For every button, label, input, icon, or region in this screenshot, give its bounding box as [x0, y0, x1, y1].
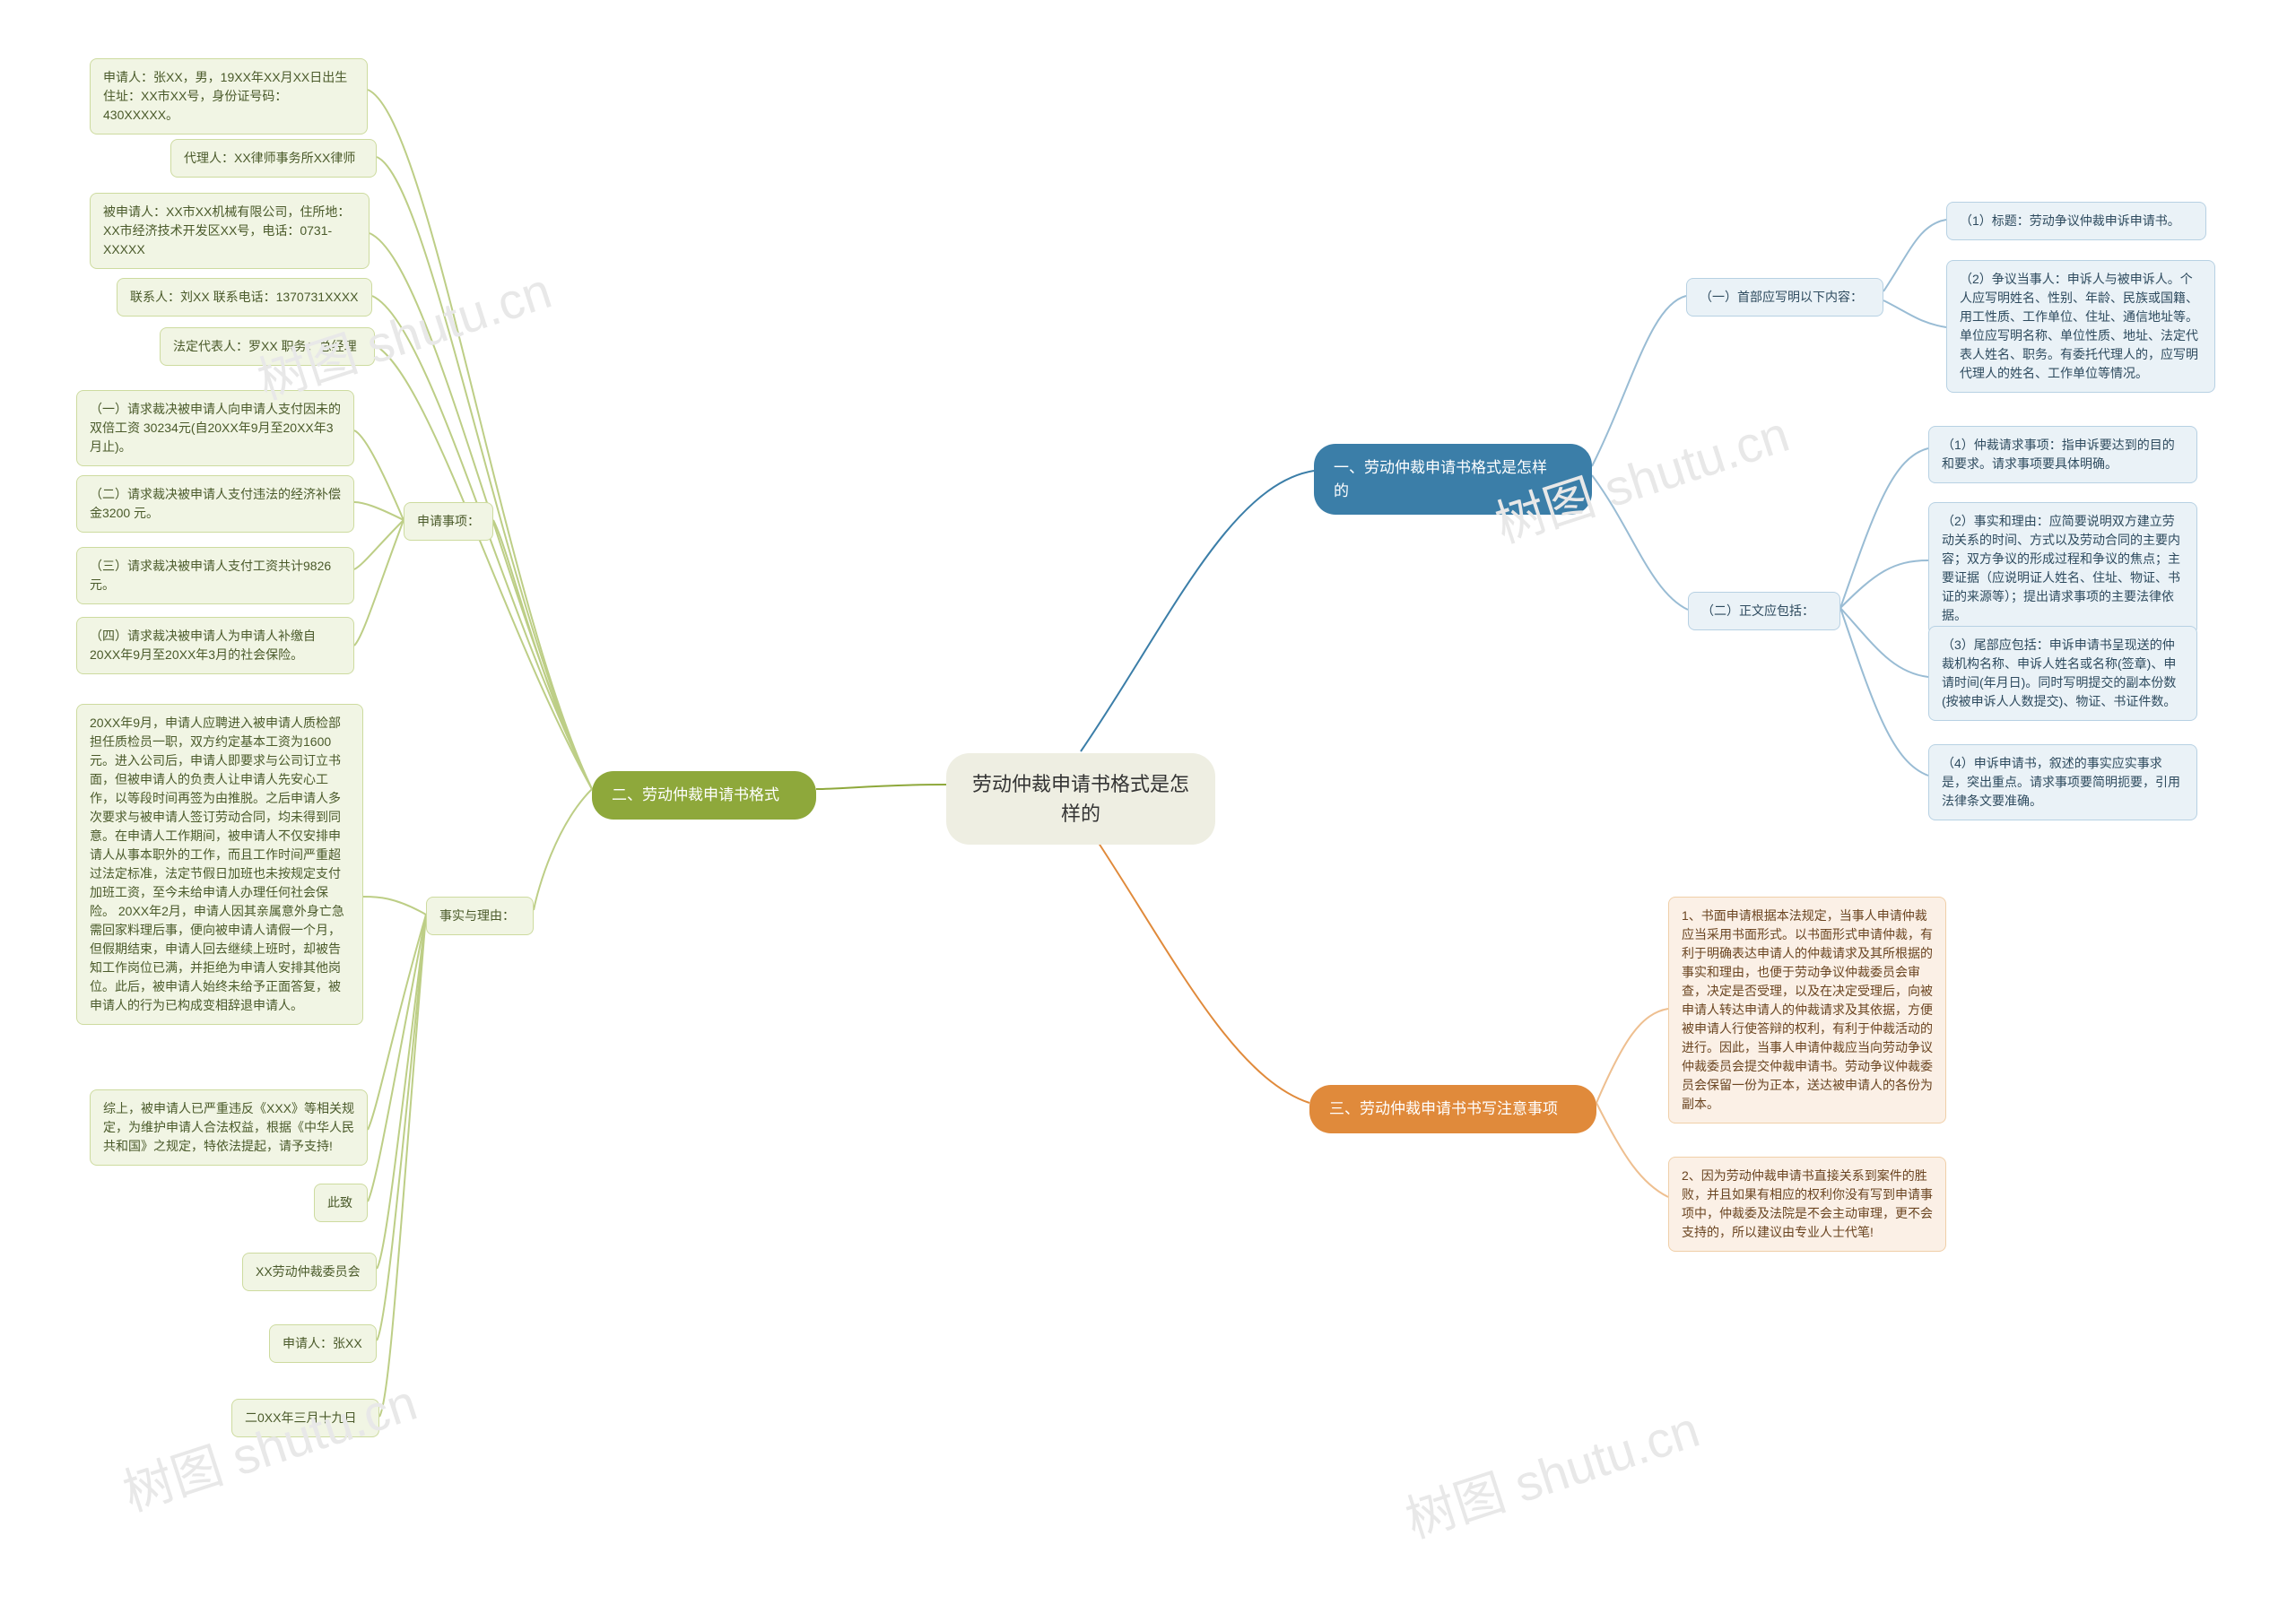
leaf-text: （三）请求裁决被申请人支付工资共计9826元。 [90, 559, 331, 592]
branch-2-request-1[interactable]: （一）请求裁决被申请人向申请人支付因未的双倍工资 30234元(自20XX年9月… [76, 390, 354, 466]
leaf-text: （二）请求裁决被申请人支付违法的经济补偿金3200 元。 [90, 487, 341, 520]
branch-2-facts-group[interactable]: 事实与理由： [426, 897, 534, 935]
branch-2-request-4[interactable]: （四）请求裁决被申请人为申请人补缴自20XX年9月至20XX年3月的社会保险。 [76, 617, 354, 674]
leaf-text: 法定代表人：罗XX 职务：总经理 [173, 339, 357, 353]
leaf-text: （2）事实和理由：应简要说明双方建立劳动关系的时间、方式以及劳动合同的主要内容；… [1942, 514, 2180, 622]
branch-2-item-1[interactable]: 申请人：张XX，男，19XX年XX月XX日出生住址：XX市XX号，身份证号码：4… [90, 58, 368, 134]
watermark: 树图 shutu.cn [1396, 1390, 1708, 1553]
leaf-text: （一）请求裁决被申请人向申请人支付因未的双倍工资 30234元(自20XX年9月… [90, 402, 341, 454]
leaf-text: （4）申诉申请书，叙述的事实应实事求是，突出重点。请求事项要简明扼要，引用法律条… [1942, 756, 2180, 808]
branch-2-item-3[interactable]: 被申请人：XX市XX机械有限公司，住所地：XX市经济技术开发区XX号，电话：07… [90, 193, 370, 269]
leaf-text: （3）尾部应包括：申诉申请书呈现送的仲裁机构名称、申诉人姓名或名称(签章)、申请… [1942, 638, 2176, 708]
branch-2-facts-4[interactable]: XX劳动仲裁委员会 [242, 1253, 377, 1291]
branch-2-item-4[interactable]: 联系人：刘XX 联系电话：1370731XXXX [117, 278, 372, 317]
branch-1-sub-2-leaf-3[interactable]: （3）尾部应包括：申诉申请书呈现送的仲裁机构名称、申诉人姓名或名称(签章)、申请… [1928, 626, 2197, 721]
sub-text: 申请事项： [417, 514, 480, 528]
leaf-text: 申请人：张XX，男，19XX年XX月XX日出生住址：XX市XX号，身份证号码：4… [103, 70, 347, 122]
branch-1[interactable]: 一、劳动仲裁申请书格式是怎样的 [1314, 444, 1592, 515]
leaf-text: 20XX年9月，申请人应聘进入被申请人质检部担任质检员一职，双方约定基本工资为1… [90, 716, 344, 1012]
branch-3-leaf-2[interactable]: 2、因为劳动仲裁申请书直接关系到案件的胜败，并且如果有相应的权利你没有写到申请事… [1668, 1157, 1946, 1252]
leaf-text: 联系人：刘XX 联系电话：1370731XXXX [130, 290, 358, 304]
branch-2-facts-6[interactable]: 二0XX年三月十九日 [231, 1399, 379, 1437]
branch-1-sub-2-leaf-1[interactable]: （1）仲裁请求事项：指申诉要达到的目的和要求。请求事项要具体明确。 [1928, 426, 2197, 483]
leaf-text: 此致 [327, 1195, 352, 1210]
branch-1-text: 一、劳动仲裁申请书格式是怎样的 [1334, 459, 1547, 499]
leaf-text: 综上，被申请人已严重违反《XXX》等相关规定，为维护申请人合法权益，根据《中华人… [103, 1101, 354, 1153]
branch-2-facts-2[interactable]: 综上，被申请人已严重违反《XXX》等相关规定，为维护申请人合法权益，根据《中华人… [90, 1089, 368, 1166]
branch-1-sub-1-leaf-2[interactable]: （2）争议当事人：申诉人与被申诉人。个人应写明姓名、性别、年龄、民族或国籍、用工… [1946, 260, 2215, 393]
branch-1-sub-1-text: （一）首部应写明以下内容： [1700, 290, 1863, 304]
root-text: 劳动仲裁申请书格式是怎样的 [972, 773, 1189, 825]
leaf-text: （1）标题：劳动争议仲裁申诉申请书。 [1960, 213, 2180, 228]
branch-2-facts-5[interactable]: 申请人：张XX [269, 1324, 377, 1363]
sub-text: 事实与理由： [439, 908, 515, 923]
leaf-text: （1）仲裁请求事项：指申诉要达到的目的和要求。请求事项要具体明确。 [1942, 438, 2175, 471]
branch-2-facts-1[interactable]: 20XX年9月，申请人应聘进入被申请人质检部担任质检员一职，双方约定基本工资为1… [76, 704, 363, 1025]
branch-2-item-2[interactable]: 代理人：XX律师事务所XX律师 [170, 139, 377, 178]
branch-2-request-2[interactable]: （二）请求裁决被申请人支付违法的经济补偿金3200 元。 [76, 475, 354, 533]
watermark: 树图 shutu.cn [113, 1363, 425, 1526]
branch-3-text: 三、劳动仲裁申请书书写注意事项 [1329, 1100, 1558, 1117]
leaf-text: XX劳动仲裁委员会 [256, 1264, 361, 1279]
branch-1-sub-2-text: （二）正文应包括： [1701, 603, 1814, 618]
branch-2-facts-3[interactable]: 此致 [314, 1184, 368, 1222]
leaf-text: （2）争议当事人：申诉人与被申诉人。个人应写明姓名、性别、年龄、民族或国籍、用工… [1960, 272, 2198, 380]
branch-2[interactable]: 二、劳动仲裁申请书格式 [592, 771, 816, 820]
branch-2-item-5[interactable]: 法定代表人：罗XX 职务：总经理 [160, 327, 375, 366]
branch-1-sub-1[interactable]: （一）首部应写明以下内容： [1686, 278, 1883, 317]
branch-1-sub-1-leaf-1[interactable]: （1）标题：劳动争议仲裁申诉申请书。 [1946, 202, 2206, 240]
branch-1-sub-2-leaf-4[interactable]: （4）申诉申请书，叙述的事实应实事求是，突出重点。请求事项要简明扼要，引用法律条… [1928, 744, 2197, 820]
branch-3[interactable]: 三、劳动仲裁申请书书写注意事项 [1309, 1085, 1596, 1133]
branch-1-sub-2[interactable]: （二）正文应包括： [1688, 592, 1840, 630]
leaf-text: 被申请人：XX市XX机械有限公司，住所地：XX市经济技术开发区XX号，电话：07… [103, 204, 350, 256]
branch-2-request-3[interactable]: （三）请求裁决被申请人支付工资共计9826元。 [76, 547, 354, 604]
branch-3-leaf-1[interactable]: 1、书面申请根据本法规定，当事人申请仲裁应当采用书面形式。以书面形式申请仲裁，有… [1668, 897, 1946, 1124]
branch-1-sub-2-leaf-2[interactable]: （2）事实和理由：应简要说明双方建立劳动关系的时间、方式以及劳动合同的主要内容；… [1928, 502, 2197, 635]
leaf-text: 1、书面申请根据本法规定，当事人申请仲裁应当采用书面形式。以书面形式申请仲裁，有… [1682, 908, 1933, 1111]
leaf-text: 申请人：张XX [283, 1336, 362, 1350]
leaf-text: 2、因为劳动仲裁申请书直接关系到案件的胜败，并且如果有相应的权利你没有写到申请事… [1682, 1168, 1933, 1239]
leaf-text: 二0XX年三月十九日 [245, 1410, 356, 1425]
branch-2-text: 二、劳动仲裁申请书格式 [612, 786, 779, 803]
leaf-text: 代理人：XX律师事务所XX律师 [184, 151, 355, 165]
leaf-text: （四）请求裁决被申请人为申请人补缴自20XX年9月至20XX年3月的社会保险。 [90, 629, 316, 662]
branch-2-request-group[interactable]: 申请事项： [404, 502, 493, 541]
mindmap-root[interactable]: 劳动仲裁申请书格式是怎样的 [946, 753, 1215, 845]
